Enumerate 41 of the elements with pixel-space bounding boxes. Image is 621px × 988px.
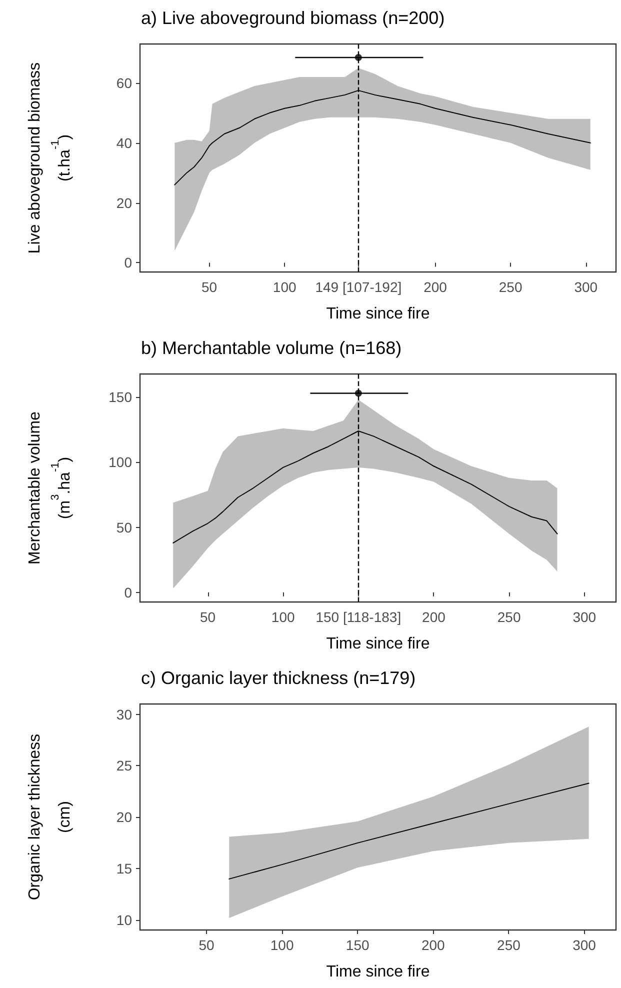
chart-title: c) Organic layer thickness (n=179) bbox=[141, 668, 416, 688]
y-axis-title: Merchantable volume (m3.ha-1) bbox=[26, 411, 74, 564]
line-series bbox=[228, 782, 590, 880]
y-tick-label: 25 bbox=[116, 758, 132, 774]
x-tick-label: 200 bbox=[424, 279, 448, 295]
chart-title: b) Merchantable volume (n=168) bbox=[141, 338, 402, 358]
y-tick-label: 20 bbox=[116, 194, 132, 211]
y-tick-label: 10 bbox=[116, 912, 132, 928]
x-tick-label: 100 bbox=[270, 937, 294, 953]
y-tick-label: 20 bbox=[116, 809, 132, 826]
x-tick-label: 250 bbox=[498, 279, 522, 295]
x-tick-label: 200 bbox=[422, 609, 446, 625]
x-axis-title: Time since fire bbox=[326, 306, 430, 322]
y-axis-title: Live aboveground biomass (t.ha-1) bbox=[26, 62, 74, 254]
x-axis-title: Time since fire bbox=[326, 964, 430, 980]
x-tick-label: 300 bbox=[572, 609, 596, 625]
y-tick-label: 40 bbox=[116, 134, 132, 151]
chart-title: a) Live aboveground biomass (n=200) bbox=[141, 8, 445, 28]
x-tick-label: 300 bbox=[574, 279, 598, 295]
x-tick-label: 250 bbox=[497, 937, 521, 953]
y-tick-label: 50 bbox=[116, 519, 132, 536]
x-tick-label: 149 [107-192] bbox=[315, 279, 402, 295]
y-tick-label: 0 bbox=[124, 584, 132, 600]
y-tick-label: 100 bbox=[108, 454, 132, 470]
y-tick-label: 15 bbox=[116, 860, 132, 877]
x-tick-label: 50 bbox=[200, 609, 216, 625]
x-tick-label: 150 [118-183] bbox=[316, 609, 402, 625]
x-tick-label: 100 bbox=[272, 279, 296, 295]
y-tick-label: 30 bbox=[116, 706, 132, 722]
x-tick-label: 50 bbox=[198, 937, 214, 953]
y-tick-label: 60 bbox=[116, 74, 132, 91]
x-tick-label: 250 bbox=[497, 609, 521, 625]
x-tick-label: 150 bbox=[346, 937, 370, 953]
x-tick-label: 300 bbox=[572, 937, 596, 953]
y-axis-title: Organic layer thickness (cm) bbox=[26, 734, 74, 900]
x-axis-title: Time since fire bbox=[326, 636, 430, 652]
y-tick-label: 150 bbox=[108, 389, 132, 406]
x-tick-label: 100 bbox=[271, 609, 295, 625]
x-tick-label: 200 bbox=[421, 937, 446, 953]
x-tick-label: 50 bbox=[202, 279, 218, 295]
y-tick-label: 0 bbox=[124, 254, 132, 271]
